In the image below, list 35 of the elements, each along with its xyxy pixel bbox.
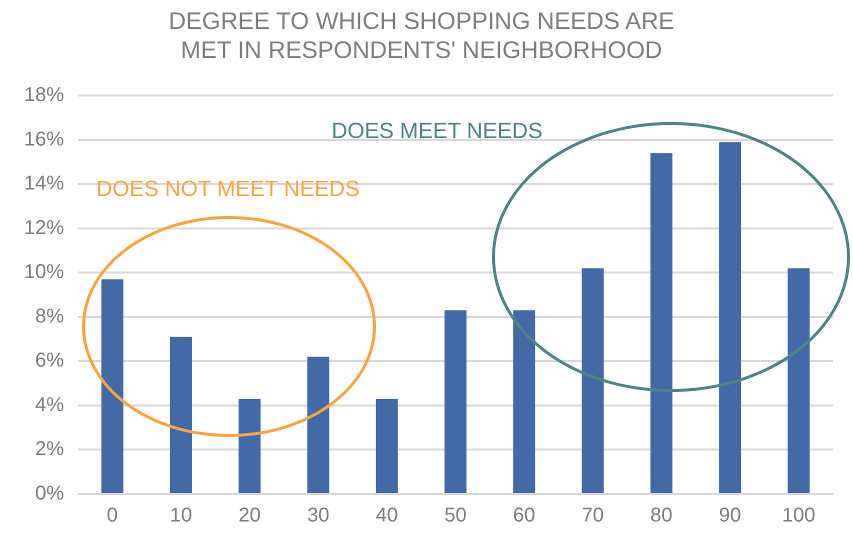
x-tick-label: 30 [307, 504, 330, 527]
x-tick-label: 80 [650, 504, 673, 527]
y-tick-label: 2% [35, 438, 64, 460]
x-tick-label: 40 [376, 504, 398, 527]
y-tick-label: 12% [24, 216, 64, 239]
y-tick-label: 14% [24, 172, 64, 195]
bar [788, 268, 810, 493]
x-tick-label: 10 [170, 504, 192, 527]
y-tick-label: 16% [24, 128, 64, 150]
bar [170, 336, 192, 493]
bar [101, 279, 124, 493]
x-tick-label: 60 [513, 504, 536, 527]
annotation: DOES NOT MEET NEEDS [96, 176, 360, 202]
bar [513, 310, 536, 493]
y-tick-label: 8% [35, 305, 64, 328]
bar [307, 356, 330, 493]
y-tick-label: 4% [35, 394, 64, 416]
y-tick-label: 18% [24, 84, 64, 106]
bar [238, 398, 261, 493]
x-tick-label: 100 [782, 504, 816, 527]
x-tick-label: 20 [238, 504, 261, 527]
bar [376, 398, 398, 493]
x-tick-label: 50 [444, 504, 467, 527]
bar [582, 268, 604, 493]
x-tick-label: 0 [106, 504, 118, 527]
x-tick-label: 70 [582, 504, 604, 527]
chart-title: DEGREE TO WHICH SHOPPING NEEDS ARE MET IN RESPONDENTS' NEIGHBORHOOD [168, 8, 674, 64]
y-tick-label: 10% [24, 261, 64, 284]
y-tick-label: 0% [35, 482, 64, 505]
x-tick-label: 90 [718, 504, 742, 527]
bar [444, 310, 466, 493]
bar [650, 153, 672, 493]
y-tick-label: 6% [35, 350, 64, 372]
annotation: DOES MEET NEEDS [331, 118, 543, 144]
bar [719, 142, 742, 493]
